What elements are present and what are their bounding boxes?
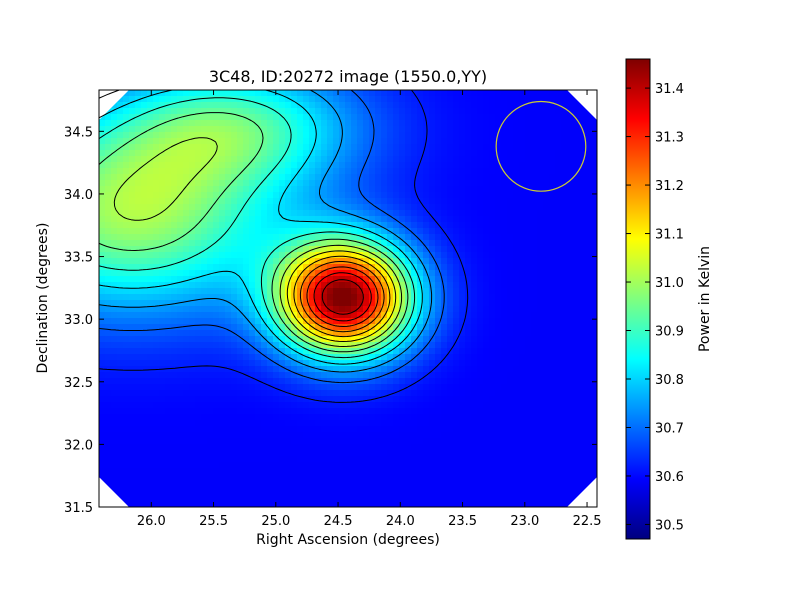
colorbar-tick-label: 31.2: [655, 179, 684, 194]
colorbar-tick-label: 30.9: [655, 325, 684, 340]
y-tick-label: 32.0: [64, 438, 93, 453]
colorbar-tick-label: 31.4: [655, 82, 684, 97]
colorbar-tick-label: 30.7: [655, 421, 684, 436]
colorbar-tick-label: 31.0: [655, 276, 684, 291]
colorbar-tick-label: 30.8: [655, 373, 684, 388]
colorbar-tick-label: 30.5: [655, 518, 684, 533]
colorbar-tick-label: 31.1: [655, 228, 684, 243]
x-tick-label: 23.0: [510, 514, 539, 529]
x-tick-label: 22.5: [573, 514, 602, 529]
x-axis-label: Right Ascension (degrees): [256, 532, 440, 548]
y-tick-label: 33.0: [64, 313, 93, 328]
chart-title: 3C48, ID:20272 image (1550.0,YY): [209, 67, 487, 86]
y-axis-label: Declination (degrees): [35, 223, 51, 374]
y-tick-label: 32.5: [64, 376, 93, 391]
x-tick-label: 26.0: [137, 514, 166, 529]
x-tick-label: 25.0: [261, 514, 290, 529]
colorbar: [626, 59, 650, 539]
colorbar-tick-label: 31.3: [655, 131, 684, 146]
x-tick-label: 24.5: [324, 514, 353, 529]
y-tick-label: 33.5: [64, 251, 93, 266]
x-tick-label: 23.5: [448, 514, 477, 529]
y-tick-label: 34.0: [64, 188, 93, 203]
heatmap-image: [99, 90, 598, 511]
colorbar-tick-label: 30.6: [655, 470, 684, 485]
y-tick-label: 34.5: [64, 125, 93, 140]
x-tick-label: 24.0: [386, 514, 415, 529]
y-tick-label: 31.5: [64, 501, 93, 516]
colorbar-label: Power in Kelvin: [697, 246, 713, 352]
x-tick-label: 25.5: [199, 514, 228, 529]
